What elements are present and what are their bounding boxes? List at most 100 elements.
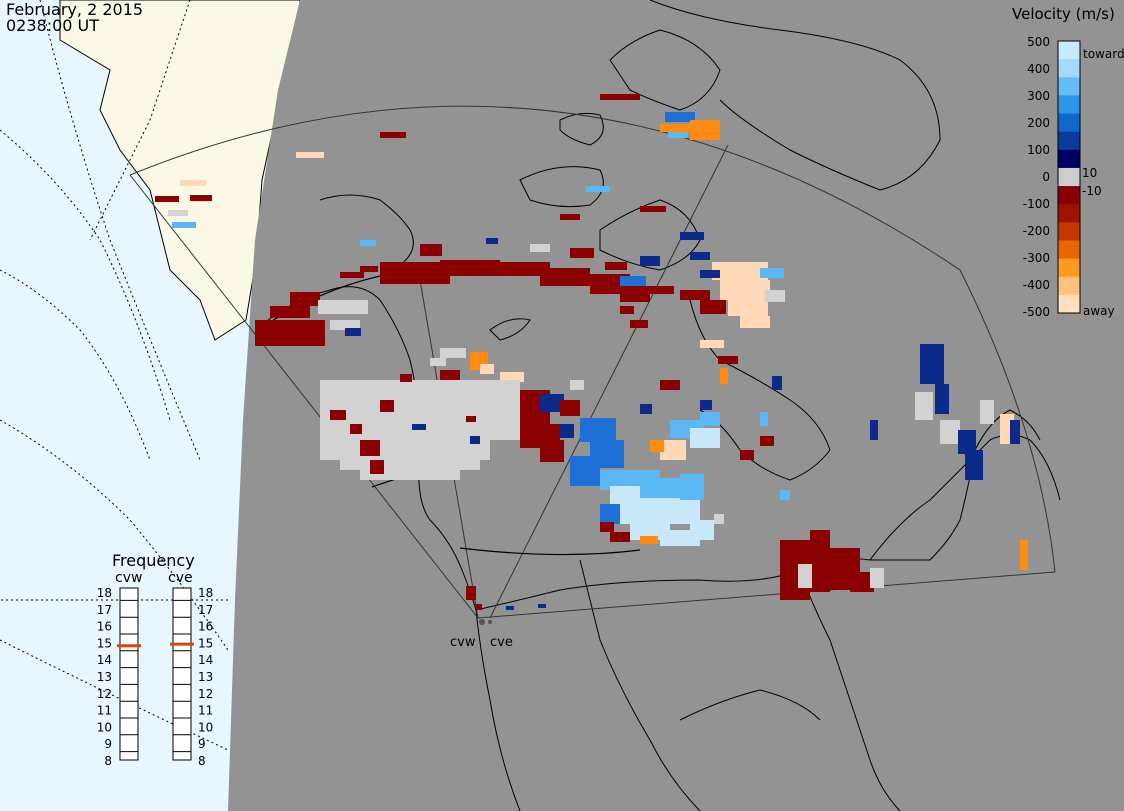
echo-cell <box>440 348 466 358</box>
echo-cell <box>296 152 324 158</box>
echo-cell <box>780 490 790 500</box>
station-marker-cve <box>488 620 492 624</box>
echo-cell <box>760 268 784 278</box>
echo-cell <box>690 252 710 260</box>
echo-cell <box>640 256 660 266</box>
frequency-level-label-cve: 17 <box>198 603 213 617</box>
frequency-level-label-cve: 9 <box>198 737 206 751</box>
frequency-level-label-cvw: 11 <box>97 704 112 718</box>
echo-cell <box>870 420 878 440</box>
echo-cell <box>1010 420 1020 444</box>
echo-cell <box>480 364 494 374</box>
echo-cell <box>1020 540 1028 570</box>
radar-echo-cells <box>155 94 1028 610</box>
frequency-level-label-cvw: 14 <box>97 653 112 667</box>
echo-cell <box>412 424 426 430</box>
station-marker-cvw <box>479 619 485 625</box>
echo-cell <box>660 380 680 390</box>
velocity-band <box>1058 222 1080 241</box>
echo-cell <box>935 384 949 414</box>
velocity-band <box>1058 131 1080 151</box>
velocity-colorbar-frame <box>1057 40 1081 314</box>
frequency-levels: 18 18 17 17 16 16 15 15 14 14 13 13 12 12 11 11 10 10 9 9 8 8 <box>97 586 214 768</box>
frequency-level-label-cve: 16 <box>198 620 213 634</box>
graticule <box>0 0 229 751</box>
echo-cell <box>168 210 188 216</box>
echo-cell <box>610 532 630 542</box>
echo-cell <box>660 440 686 460</box>
frequency-level-label-cve: 18 <box>198 586 213 600</box>
frequency-level-label-cvw: 12 <box>97 687 112 701</box>
echo-cell <box>380 262 450 284</box>
frequency-gauge-cvw <box>119 587 139 761</box>
echo-cell <box>340 272 364 278</box>
echo-cell <box>360 266 378 272</box>
echo-cell <box>772 376 782 390</box>
velocity-band <box>1058 294 1080 314</box>
frequency-title: Frequency <box>112 551 195 570</box>
echo-cell <box>700 400 712 410</box>
echo-cell <box>586 186 610 192</box>
echo-cell <box>630 320 648 328</box>
echo-cell <box>430 358 446 366</box>
echo-cell <box>318 300 368 314</box>
velocity-away-label: away <box>1083 304 1115 318</box>
echo-cell <box>172 222 196 228</box>
echo-cell <box>380 132 406 138</box>
velocity-band <box>1058 186 1080 205</box>
echo-cell <box>330 410 346 420</box>
velocity-band <box>1058 258 1080 278</box>
echo-cell <box>530 244 550 252</box>
date-label: February, 2 2015 <box>6 0 144 19</box>
echo-cell <box>540 268 590 286</box>
echo-cell <box>345 328 361 336</box>
frequency-level-label-cve: 8 <box>198 754 206 768</box>
echo-cell <box>155 196 179 202</box>
echo-cell <box>680 232 704 240</box>
frequency-level-label-cve: 10 <box>198 720 213 734</box>
echo-cell <box>690 428 720 448</box>
echo-cell <box>940 420 960 444</box>
echo-cell <box>668 132 688 138</box>
echo-cell <box>570 456 600 486</box>
velocity-band <box>1058 41 1080 60</box>
velocity-tick-labels: 500400300200100100-10-100-200-300-400-50… <box>1023 35 1102 319</box>
velocity-toward-label: toward <box>1083 47 1124 61</box>
echo-cell <box>620 306 634 314</box>
velocity-band <box>1058 204 1080 223</box>
frequency-level-label-cve: 15 <box>198 636 213 650</box>
echo-cell <box>720 280 770 300</box>
frequency-level-label-cve: 11 <box>198 704 213 718</box>
time-label: 0238:00 UT <box>6 16 100 35</box>
echo-cell <box>650 286 674 294</box>
frequency-level-label-cvw: 17 <box>97 603 112 617</box>
echo-cell <box>290 292 320 306</box>
echo-cell <box>760 436 774 446</box>
echo-cell <box>350 424 362 434</box>
echo-cell <box>690 520 714 540</box>
echo-cell <box>486 238 498 244</box>
echo-cell <box>440 260 500 276</box>
echo-cell <box>958 430 976 454</box>
echo-cell <box>700 412 720 426</box>
velocity-colorbar: Velocity (m/s) 500400300200100100-10-100… <box>1012 5 1124 319</box>
echo-cell <box>270 306 310 318</box>
frequency-level-label-cvw: 8 <box>104 754 112 768</box>
velocity-tick-label: 10 <box>1082 166 1097 180</box>
echo-cell <box>500 262 550 276</box>
velocity-tick-label: 300 <box>1027 89 1050 103</box>
echo-cell <box>506 606 514 610</box>
echo-cell <box>540 440 564 462</box>
echo-cell <box>255 320 325 346</box>
echo-cell <box>760 412 768 426</box>
echo-cell <box>540 394 564 412</box>
velocity-band <box>1058 149 1080 169</box>
echo-cell <box>570 380 584 390</box>
echo-cell <box>476 604 482 610</box>
echo-cell <box>690 120 720 140</box>
echo-cell <box>360 240 376 246</box>
echo-cell <box>560 424 574 438</box>
velocity-band <box>1058 276 1080 296</box>
echo-cell <box>605 262 627 270</box>
velocity-tick-label: -500 <box>1023 305 1050 319</box>
